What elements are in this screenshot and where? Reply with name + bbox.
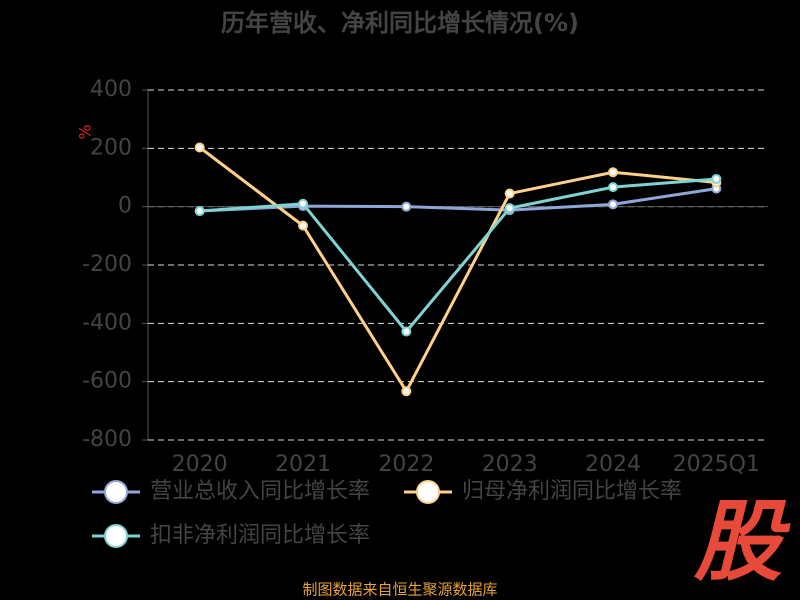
x-tick-label: 2023 (482, 452, 538, 477)
legend-label: 营业总收入同比增长率 (150, 479, 370, 504)
y-tick-label: -600 (82, 369, 132, 394)
legend-marker (416, 480, 440, 504)
data-point (194, 206, 205, 217)
series-line (198, 146, 717, 395)
data-point (401, 326, 412, 337)
data-point (298, 220, 308, 231)
series-line (199, 187, 717, 213)
data-point (711, 173, 722, 184)
legend-marker (104, 480, 128, 504)
data-point (608, 199, 618, 210)
data-point (401, 386, 412, 397)
footer: 制图数据来自恒生聚源数据库 (302, 581, 497, 599)
y-tick-label: 0 (118, 194, 132, 219)
chart-title: 历年营收、净利同比增长情况(%) (221, 9, 579, 37)
legend-label: 扣非净利润同比增长率 (150, 523, 370, 548)
series-line (199, 177, 717, 334)
x-tick-label: 2022 (378, 452, 434, 477)
x-tick-label: 2020 (172, 452, 228, 477)
y-tick-label: 200 (90, 135, 132, 160)
data-point (504, 188, 515, 199)
y-tick-label: 400 (90, 77, 132, 102)
data-point (194, 142, 205, 153)
x-tick-label: 2025Q1 (673, 452, 760, 477)
y-tick-label: -400 (82, 310, 132, 335)
legend-marker (104, 524, 128, 548)
data-point (608, 182, 618, 193)
y-tick-label: -800 (82, 427, 132, 452)
x-tick-label: 2021 (275, 452, 331, 477)
logo: 股 (693, 490, 791, 593)
y-axis-label: % (76, 124, 95, 139)
legend-label: 归母净利润同比增长率 (462, 479, 682, 504)
data-point (504, 203, 515, 214)
y-tick-label: -200 (82, 252, 132, 277)
x-tick-label: 2024 (585, 452, 641, 477)
data-point (298, 198, 308, 209)
data-point (401, 201, 412, 212)
data-point (608, 167, 618, 178)
